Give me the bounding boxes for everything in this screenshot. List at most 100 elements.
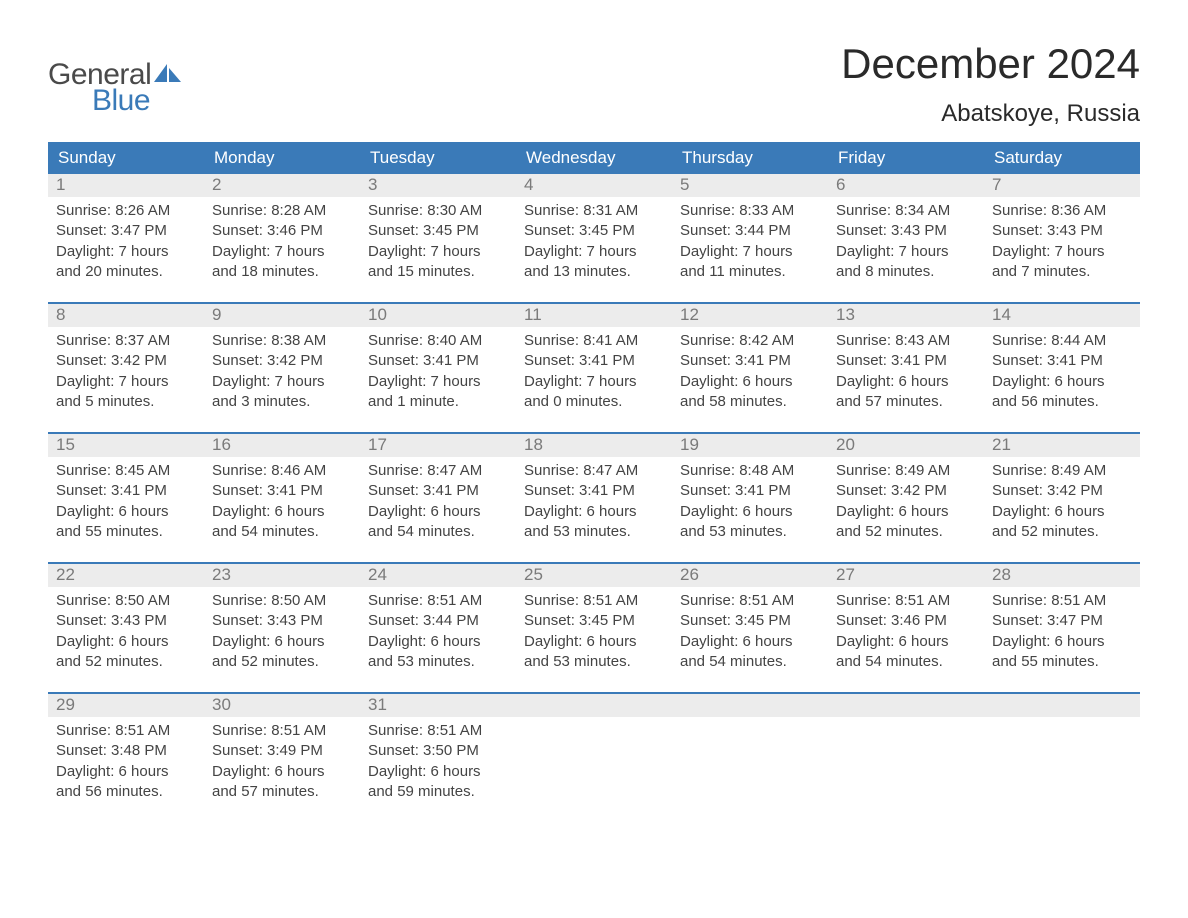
day-day2: and 0 minutes. — [524, 392, 664, 412]
day-body: Sunrise: 8:34 AMSunset: 3:43 PMDaylight:… — [828, 197, 984, 286]
day-cell: 13 Sunrise: 8:43 AMSunset: 3:41 PMDayligh… — [828, 304, 984, 416]
day-sunrise: Sunrise: 8:43 AM — [836, 331, 976, 351]
day-number-row: 25 — [516, 564, 672, 587]
day-number: 14 — [992, 305, 1011, 324]
day-number: 20 — [836, 435, 855, 454]
day-day2: and 54 minutes. — [212, 522, 352, 542]
day-number: 13 — [836, 305, 855, 324]
day-sunset: Sunset: 3:41 PM — [524, 481, 664, 501]
day-day1: Daylight: 6 hours — [524, 502, 664, 522]
day-sunset: Sunset: 3:47 PM — [992, 611, 1132, 631]
day-cell: 1Sunrise: 8:26 AMSunset: 3:47 PMDaylight… — [48, 174, 204, 286]
day-sunset: Sunset: 3:47 PM — [56, 221, 196, 241]
weekday-header: Monday — [204, 142, 360, 174]
day-number-row: 17 — [360, 434, 516, 457]
day-number-row: 1 — [48, 174, 204, 197]
day-day1: Daylight: 6 hours — [836, 502, 976, 522]
day-number-row: 3 — [360, 174, 516, 197]
day-body: Sunrise: 8:45 AMSunset: 3:41 PMDaylight:… — [48, 457, 204, 546]
day-day2: and 53 minutes. — [368, 652, 508, 672]
day-body: Sunrise: 8:46 AMSunset: 3:41 PMDaylight:… — [204, 457, 360, 546]
day-sunset: Sunset: 3:41 PM — [56, 481, 196, 501]
day-sunrise: Sunrise: 8:50 AM — [56, 591, 196, 611]
logo-text-blue: Blue — [92, 84, 183, 118]
day-day2: and 18 minutes. — [212, 262, 352, 282]
day-day1: Daylight: 6 hours — [680, 502, 820, 522]
day-cell: 10Sunrise: 8:40 AMSunset: 3:41 PMDayligh… — [360, 304, 516, 416]
day-body: Sunrise: 8:42 AMSunset: 3:41 PMDaylight:… — [672, 327, 828, 416]
day-sunset: Sunset: 3:46 PM — [212, 221, 352, 241]
day-number-row: 4 — [516, 174, 672, 197]
day-number-row: 18 — [516, 434, 672, 457]
day-number-row: . — [828, 694, 984, 717]
day-cell: 4Sunrise: 8:31 AMSunset: 3:45 PMDaylight… — [516, 174, 672, 286]
week-row: 22 Sunrise: 8:50 AMSunset: 3:43 PMDayligh… — [48, 562, 1140, 676]
day-body: Sunrise: 8:51 AMSunset: 3:46 PMDaylight:… — [828, 587, 984, 676]
day-cell: 29Sunrise: 8:51 AMSunset: 3:48 PMDayligh… — [48, 694, 204, 806]
day-body: Sunrise: 8:51 AMSunset: 3:47 PMDaylight:… — [984, 587, 1140, 676]
day-number-row: 13 — [828, 304, 984, 327]
day-number: 24 — [368, 565, 387, 584]
week-row: 1Sunrise: 8:26 AMSunset: 3:47 PMDaylight… — [48, 174, 1140, 286]
day-day2: and 52 minutes. — [212, 652, 352, 672]
weekday-header: Wednesday — [516, 142, 672, 174]
day-number-row: . — [672, 694, 828, 717]
day-number-row: 16 — [204, 434, 360, 457]
day-number-row: 9 — [204, 304, 360, 327]
day-sunrise: Sunrise: 8:33 AM — [680, 201, 820, 221]
day-number: 19 — [680, 435, 699, 454]
day-cell: 12 Sunrise: 8:42 AMSunset: 3:41 PMDayligh… — [672, 304, 828, 416]
day-number: 28 — [992, 565, 1011, 584]
day-day1: Daylight: 6 hours — [368, 502, 508, 522]
day-body: Sunrise: 8:51 AMSunset: 3:49 PMDaylight:… — [204, 717, 360, 806]
day-day1: Daylight: 7 hours — [56, 372, 196, 392]
day-number: 29 — [56, 695, 75, 714]
weeks-container: 1Sunrise: 8:26 AMSunset: 3:47 PMDaylight… — [48, 174, 1140, 806]
day-sunrise: Sunrise: 8:40 AM — [368, 331, 508, 351]
title-block: December 2024 Abatskoye, Russia — [841, 40, 1140, 128]
day-cell: 11Sunrise: 8:41 AMSunset: 3:41 PMDayligh… — [516, 304, 672, 416]
day-body: Sunrise: 8:47 AMSunset: 3:41 PMDaylight:… — [360, 457, 516, 546]
day-number-row: . — [516, 694, 672, 717]
day-day2: and 52 minutes. — [836, 522, 976, 542]
day-cell: 21Sunrise: 8:49 AMSunset: 3:42 PMDayligh… — [984, 434, 1140, 546]
day-cell: 20Sunrise: 8:49 AMSunset: 3:42 PMDayligh… — [828, 434, 984, 546]
day-cell: 31Sunrise: 8:51 AMSunset: 3:50 PMDayligh… — [360, 694, 516, 806]
day-sunrise: Sunrise: 8:26 AM — [56, 201, 196, 221]
day-sunset: Sunset: 3:41 PM — [212, 481, 352, 501]
day-day1: Daylight: 6 hours — [992, 632, 1132, 652]
day-number: 23 — [212, 565, 231, 584]
day-sunrise: Sunrise: 8:38 AM — [212, 331, 352, 351]
day-sunset: Sunset: 3:45 PM — [524, 221, 664, 241]
day-sunset: Sunset: 3:42 PM — [212, 351, 352, 371]
day-number-row: 5 — [672, 174, 828, 197]
day-sunset: Sunset: 3:49 PM — [212, 741, 352, 761]
day-body: Sunrise: 8:43 AMSunset: 3:41 PMDaylight:… — [828, 327, 984, 416]
day-number: 22 — [56, 565, 75, 584]
day-number-row: 10 — [360, 304, 516, 327]
day-number: 12 — [680, 305, 699, 324]
day-body: Sunrise: 8:48 AMSunset: 3:41 PMDaylight:… — [672, 457, 828, 546]
day-cell: . — [516, 694, 672, 806]
day-sunset: Sunset: 3:46 PM — [836, 611, 976, 631]
day-sunrise: Sunrise: 8:37 AM — [56, 331, 196, 351]
day-number-row: . — [984, 694, 1140, 717]
day-sunrise: Sunrise: 8:51 AM — [836, 591, 976, 611]
day-body: Sunrise: 8:38 AMSunset: 3:42 PMDaylight:… — [204, 327, 360, 416]
logo: General Blue — [48, 40, 183, 118]
day-day2: and 7 minutes. — [992, 262, 1132, 282]
day-day1: Daylight: 6 hours — [212, 502, 352, 522]
day-day1: Daylight: 6 hours — [992, 502, 1132, 522]
day-day1: Daylight: 7 hours — [524, 372, 664, 392]
day-cell: . — [828, 694, 984, 806]
day-number-row: 7 — [984, 174, 1140, 197]
day-day2: and 56 minutes. — [992, 392, 1132, 412]
day-number-row: 27 — [828, 564, 984, 587]
day-sunrise: Sunrise: 8:47 AM — [524, 461, 664, 481]
day-sunrise: Sunrise: 8:50 AM — [212, 591, 352, 611]
weekday-header: Tuesday — [360, 142, 516, 174]
day-sunrise: Sunrise: 8:28 AM — [212, 201, 352, 221]
day-body: Sunrise: 8:50 AMSunset: 3:43 PMDaylight:… — [204, 587, 360, 676]
day-number: 4 — [524, 175, 533, 194]
day-number: 2 — [212, 175, 221, 194]
